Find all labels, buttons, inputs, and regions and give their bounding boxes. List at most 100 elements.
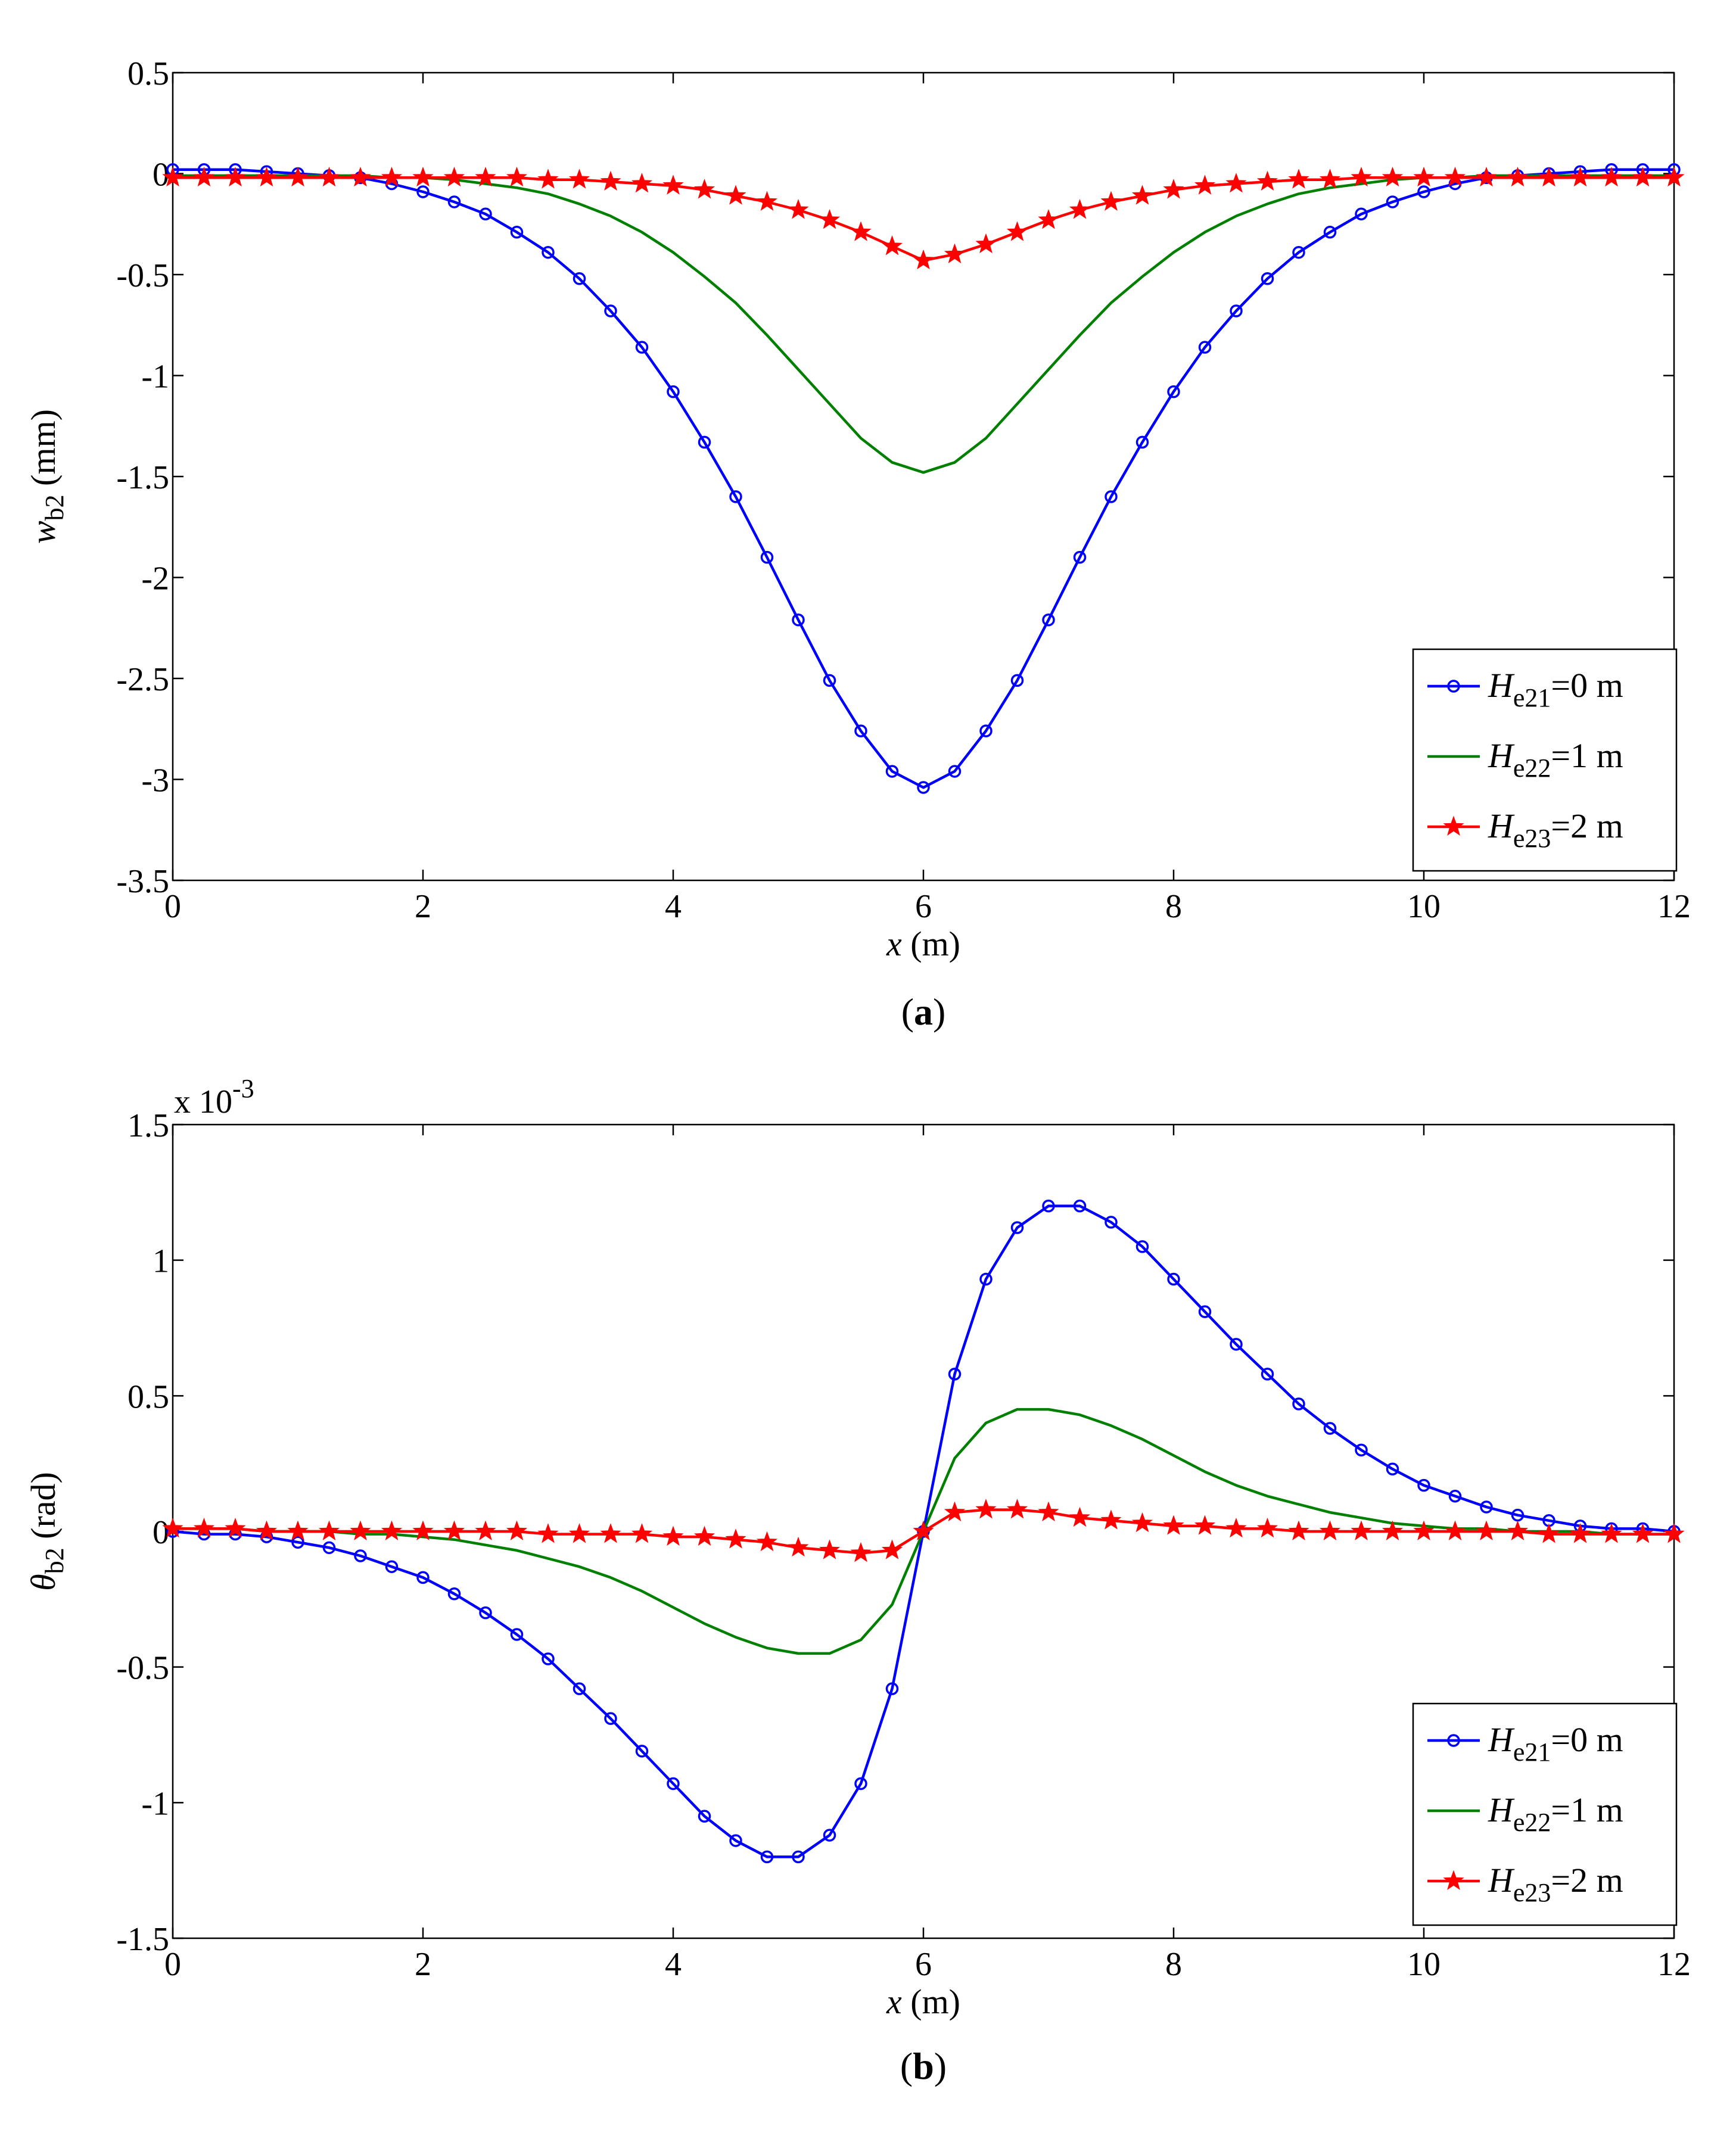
data-point [291,1536,304,1549]
data-point [635,341,649,354]
data-point [1006,1499,1028,1519]
data-point [1292,245,1305,259]
data-point [600,1523,621,1543]
data-point [1663,1523,1685,1543]
data-point [1444,1520,1466,1540]
legend-label: He21=0 m [1488,666,1623,712]
data-point [756,191,778,211]
data-point [725,1528,746,1549]
data-point [447,1587,461,1601]
data-point [917,781,930,794]
data-point [225,1517,246,1538]
y-tick-label: -3.5 [116,863,169,900]
series-e23 [162,166,1685,270]
data-point [506,166,528,187]
data-point [913,249,934,270]
data-point [412,166,434,187]
data-point [1167,1272,1180,1286]
chart-a: 0 2 4 6 8 10 120.50-0.5-1-1.5-2-2.5-3-3.5x (m)… [24,55,1691,1033]
y-tick-label: -1.5 [116,1921,169,1958]
data-point [948,1368,962,1381]
data-point [819,209,841,229]
data-point [1131,1512,1153,1533]
data-point [318,1520,340,1540]
data-point [948,765,962,778]
data-point [225,166,246,187]
legend: He21=0 m He22=1 m He23=2 m [1412,1702,1678,1926]
data-point [479,1606,492,1620]
series-line [173,168,1674,789]
data-point [792,1850,805,1864]
x-tick-label: 10 [1407,888,1441,925]
data-point [1288,169,1309,189]
data-point [354,1549,367,1562]
data-point [1417,1478,1430,1492]
y-tick-label: -2 [141,561,169,597]
y-exponent-label: x 10-3 [174,1074,254,1120]
data-point [1230,304,1243,317]
data-point [1569,166,1591,187]
data-point [193,166,215,187]
legend-label: He21=0 m [1488,1720,1623,1767]
data-point [1288,1520,1309,1540]
data-point [162,1517,183,1538]
x-axis-label: x (m) [886,1982,960,2021]
data-point [1323,1422,1337,1435]
data-point [604,1712,617,1725]
data-point [1135,1240,1149,1253]
legend-marker [1447,680,1460,693]
data-point [854,724,867,737]
data-point [604,304,617,317]
data-point [975,1499,997,1519]
data-point [573,272,586,285]
data-point [1225,1517,1247,1538]
data-point [635,1745,649,1758]
data-point [1198,1305,1212,1318]
y-tick-label: 0 [153,1514,169,1551]
data-point [788,199,809,219]
y-tick-label: -0.5 [116,1650,169,1687]
data-point [1163,179,1184,199]
data-point [568,1523,590,1543]
data-point [537,1523,559,1543]
data-point [1225,173,1247,193]
data-point [756,1531,778,1552]
y-tick-label: 0.5 [127,55,169,92]
data-point [318,166,340,187]
data-point [537,169,559,189]
data-point [443,166,465,187]
data-point [729,490,742,503]
legend-label: He23=2 m [1488,1861,1623,1907]
data-point [1038,1501,1059,1522]
data-point [1073,550,1087,564]
legend-label: He23=2 m [1488,807,1623,853]
data-point [631,173,653,193]
data-point [475,1520,496,1540]
chart-b: 0 2 4 6 8 10 12 1.5 1 0.5 0 -0.5 -1 -1.5 x 10-3 x (m) θb… [24,1074,1691,2087]
data-point [662,175,684,195]
data-point [1038,209,1059,229]
data-point [416,1571,430,1584]
data-point [573,1682,586,1695]
data-point [850,221,872,241]
data-point [1100,1509,1122,1530]
data-point [1444,166,1466,187]
data-point [1292,1397,1305,1410]
data-point [819,1539,841,1559]
subfigure-caption: (b) [900,2045,947,2087]
data-point [885,1682,899,1695]
y-tick-label: -1 [141,1785,169,1822]
data-point [788,1536,809,1557]
x-tick-label: 0 [164,1946,181,1983]
data-point [667,1777,680,1791]
data-point [1601,1523,1622,1543]
data-point [760,1850,774,1864]
data-point [1632,166,1654,187]
y-tick-label: -1.5 [116,459,169,496]
data-point [1010,674,1024,687]
data-point [162,166,183,187]
data-point [760,550,774,564]
x-tick-label: 0 [164,888,181,925]
legend: He21=0 m He22=1 m He23=2 m [1412,648,1678,872]
data-point [854,1777,867,1791]
